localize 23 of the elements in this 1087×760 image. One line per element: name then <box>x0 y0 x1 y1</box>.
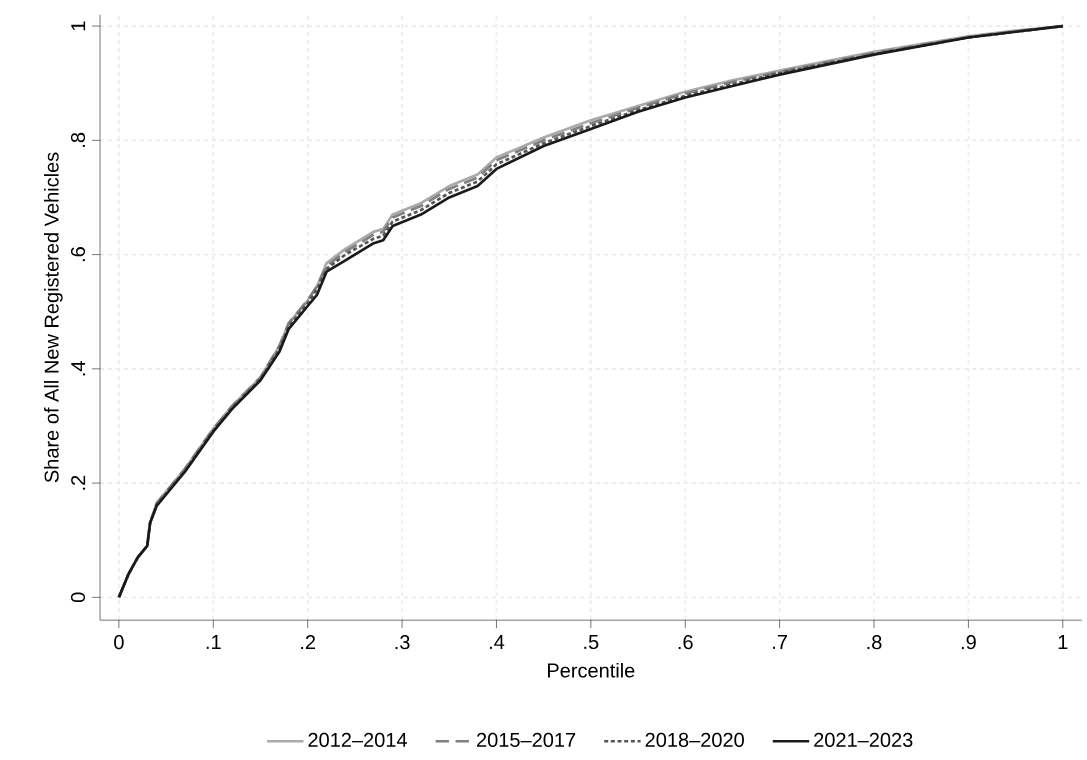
x-tick-label: .5 <box>584 635 599 649</box>
x-axis-title: Percentile <box>548 662 635 678</box>
legend-label: 2018–2020 <box>645 732 744 747</box>
legend-label: 2021–2023 <box>814 732 913 747</box>
x-tick-label: 0 <box>114 635 124 650</box>
x-tick-label: .4 <box>489 635 505 649</box>
x-tick-label: .9 <box>961 635 976 650</box>
y-tick-label: .8 <box>70 132 86 147</box>
y-tick-label: 1 <box>71 21 86 31</box>
x-tick-label: .3 <box>395 635 410 650</box>
y-tick-label: 0 <box>70 592 86 603</box>
x-tick-label: 1 <box>1058 635 1068 649</box>
x-tick-label: .2 <box>301 635 316 649</box>
x-tick-label: .7 <box>773 635 787 649</box>
x-tick-label: .6 <box>678 635 693 650</box>
x-tick-label: .8 <box>867 635 882 650</box>
y-tick-label: .4 <box>71 360 86 376</box>
x-tick-label: .1 <box>206 635 221 649</box>
y-axis-title: Share of All New Registered Vehicles <box>44 152 63 483</box>
legend-label: 2012–2014 <box>308 732 407 747</box>
legend-label: 2015–2017 <box>477 732 576 747</box>
y-tick-label: .2 <box>71 475 86 490</box>
y-tick-label: .6 <box>70 247 86 261</box>
